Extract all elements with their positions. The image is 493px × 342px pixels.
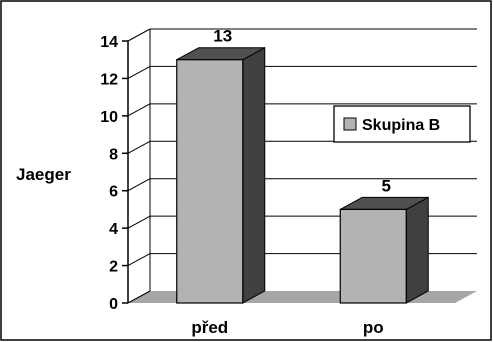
y-tick-label: 8 <box>109 146 118 163</box>
gridline-depth <box>127 178 151 192</box>
legend-box <box>333 105 471 143</box>
gridline-depth <box>127 290 151 304</box>
bar-po <box>339 196 429 304</box>
y-axis-title: Jaeger <box>16 165 71 184</box>
y-tick-label: 0 <box>109 296 118 313</box>
x-category-label: před <box>191 318 228 337</box>
gridline-depth <box>127 28 151 42</box>
y-tick-label: 10 <box>100 109 118 126</box>
gridline-depth <box>127 253 151 267</box>
bar-side <box>242 46 266 304</box>
bar-pred <box>176 46 266 304</box>
gridline-depth <box>127 65 151 79</box>
legend-swatch <box>343 117 357 131</box>
gridline-depth <box>127 140 151 154</box>
data-label: 5 <box>382 176 391 195</box>
bar-side <box>405 196 429 304</box>
legend-label-skupina-b: Skupina B <box>362 117 440 134</box>
bar-front <box>176 59 244 304</box>
y-tick-label: 2 <box>109 259 118 276</box>
x-category-label: po <box>363 318 384 337</box>
y-tick-label: 6 <box>109 184 118 201</box>
gridline-depth <box>127 215 151 229</box>
y-tick-label: 4 <box>109 221 118 238</box>
legend: Skupina B <box>333 105 471 143</box>
bar-front <box>339 208 407 304</box>
y-tick-label: 14 <box>100 34 118 51</box>
gridline-depth <box>127 103 151 117</box>
y-tick-label: 12 <box>100 71 118 88</box>
data-label: 13 <box>213 27 232 46</box>
